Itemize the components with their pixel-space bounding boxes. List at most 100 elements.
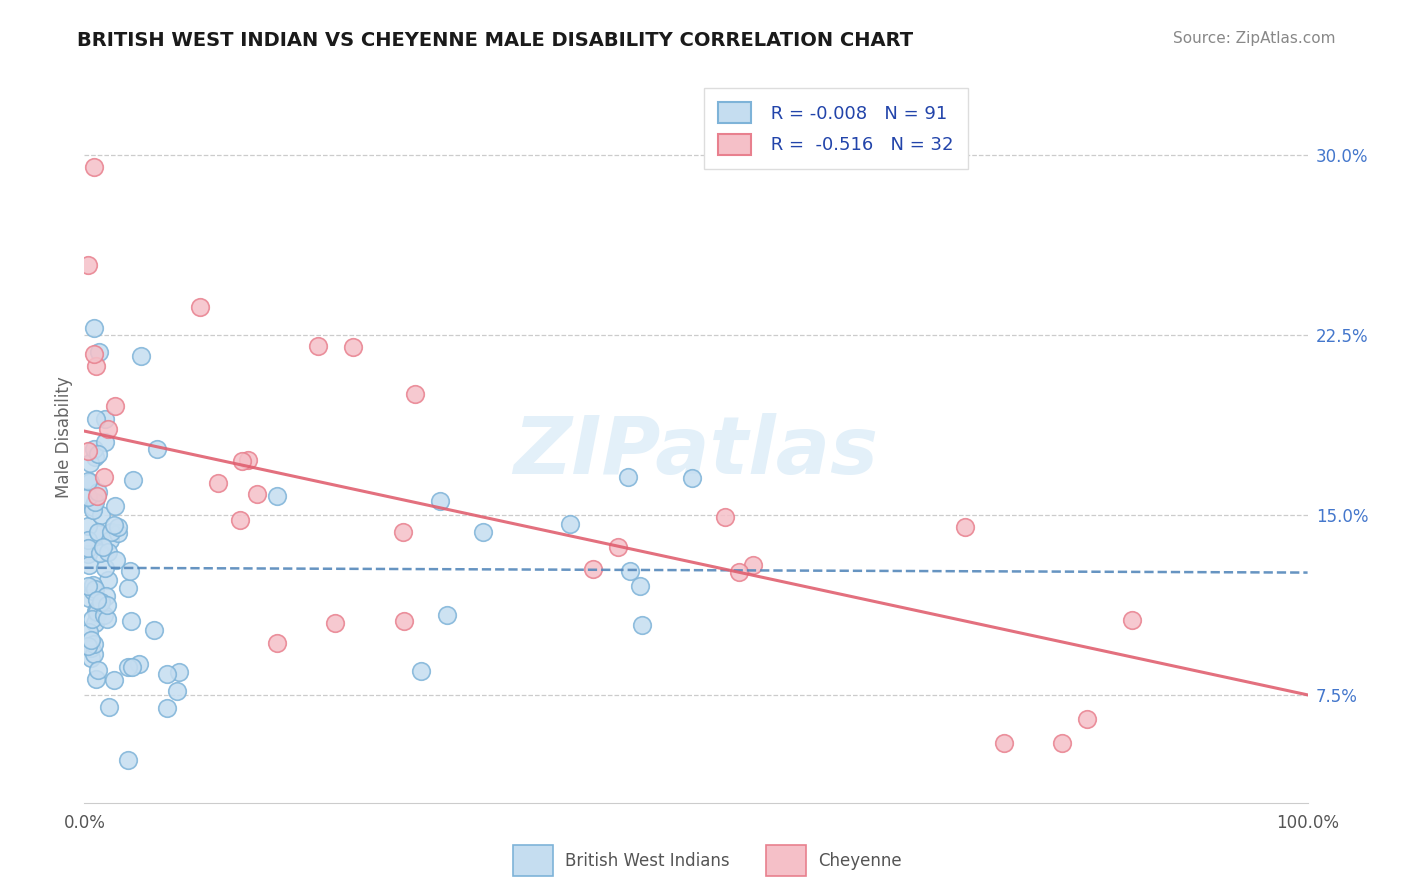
- Point: [84, 359, 107, 373]
- Point: [471, 525, 494, 540]
- Point: [79, 651, 101, 665]
- Point: [325, 616, 347, 631]
- Point: [156, 667, 179, 681]
- Point: [86, 593, 108, 607]
- Point: [87, 447, 110, 461]
- Text: ZIPatlas: ZIPatlas: [513, 413, 879, 491]
- Point: [86, 606, 108, 620]
- Point: [97, 422, 120, 436]
- Point: [77, 518, 100, 533]
- Point: [93, 470, 115, 484]
- Point: [166, 684, 188, 698]
- Point: [117, 753, 139, 767]
- Point: [100, 524, 122, 539]
- Point: [83, 637, 105, 651]
- Point: [190, 300, 212, 314]
- Point: [94, 412, 117, 426]
- Point: [121, 659, 143, 673]
- Point: [86, 607, 108, 621]
- Point: [77, 533, 100, 548]
- Point: [77, 591, 100, 605]
- Point: [84, 450, 107, 464]
- Point: [84, 604, 107, 618]
- Point: [80, 632, 103, 647]
- Point: [628, 579, 651, 593]
- Point: [156, 701, 179, 715]
- Point: [87, 600, 110, 615]
- Point: [77, 474, 100, 488]
- Point: [77, 490, 100, 504]
- Point: [98, 533, 121, 548]
- Text: Source: ZipAtlas.com: Source: ZipAtlas.com: [1173, 31, 1336, 46]
- Point: [87, 663, 110, 677]
- Point: [87, 345, 110, 359]
- Point: [105, 553, 128, 567]
- Point: [107, 519, 129, 533]
- Point: [104, 399, 127, 413]
- Point: [1076, 712, 1098, 726]
- Point: [560, 517, 582, 532]
- Point: [84, 672, 107, 686]
- Point: [582, 562, 605, 576]
- Point: [1121, 613, 1143, 627]
- Point: [82, 584, 104, 599]
- Point: [103, 673, 125, 688]
- Text: BRITISH WEST INDIAN VS CHEYENNE MALE DISABILITY CORRELATION CHART: BRITISH WEST INDIAN VS CHEYENNE MALE DIS…: [77, 31, 914, 50]
- Point: [83, 442, 105, 457]
- Point: [98, 700, 121, 714]
- Point: [118, 564, 141, 578]
- Point: [103, 499, 125, 513]
- Point: [91, 540, 114, 554]
- Legend:  R = -0.008   N = 91,  R =  -0.516   N = 32: R = -0.008 N = 91, R = -0.516 N = 32: [704, 87, 969, 169]
- Point: [436, 607, 458, 622]
- Point: [77, 558, 100, 573]
- Point: [90, 508, 112, 523]
- Point: [93, 608, 115, 623]
- Point: [97, 544, 120, 558]
- Point: [79, 475, 101, 490]
- Point: [631, 618, 654, 632]
- Point: [77, 444, 100, 458]
- Point: [77, 258, 100, 272]
- Point: [96, 589, 118, 603]
- Point: [87, 484, 110, 499]
- Point: [82, 503, 104, 517]
- Point: [117, 581, 139, 595]
- Point: [167, 665, 190, 679]
- Point: [229, 513, 252, 527]
- Point: [120, 614, 142, 628]
- Point: [616, 469, 638, 483]
- Point: [238, 453, 260, 467]
- Point: [89, 546, 111, 560]
- Point: [128, 657, 150, 672]
- Point: [83, 321, 105, 335]
- Point: [77, 547, 100, 561]
- Point: [1050, 736, 1073, 750]
- Point: [404, 386, 426, 401]
- Point: [742, 558, 765, 572]
- Point: [96, 598, 118, 612]
- Point: [77, 624, 100, 639]
- Point: [86, 604, 108, 618]
- Point: [96, 612, 118, 626]
- Point: [77, 579, 100, 593]
- Point: [953, 520, 976, 534]
- Point: [619, 564, 641, 578]
- Point: [728, 566, 751, 580]
- Point: [392, 524, 415, 539]
- Point: [86, 489, 108, 503]
- Point: [82, 612, 104, 626]
- Point: [77, 639, 100, 653]
- Point: [394, 614, 416, 628]
- Point: [94, 434, 117, 449]
- Point: [146, 442, 169, 456]
- Point: [607, 540, 630, 554]
- Point: [84, 412, 107, 426]
- Point: [83, 161, 105, 175]
- Point: [117, 660, 139, 674]
- Y-axis label: Male Disability: Male Disability: [55, 376, 73, 498]
- Point: [713, 510, 735, 524]
- Point: [409, 664, 432, 678]
- Point: [80, 640, 103, 655]
- Point: [107, 525, 129, 540]
